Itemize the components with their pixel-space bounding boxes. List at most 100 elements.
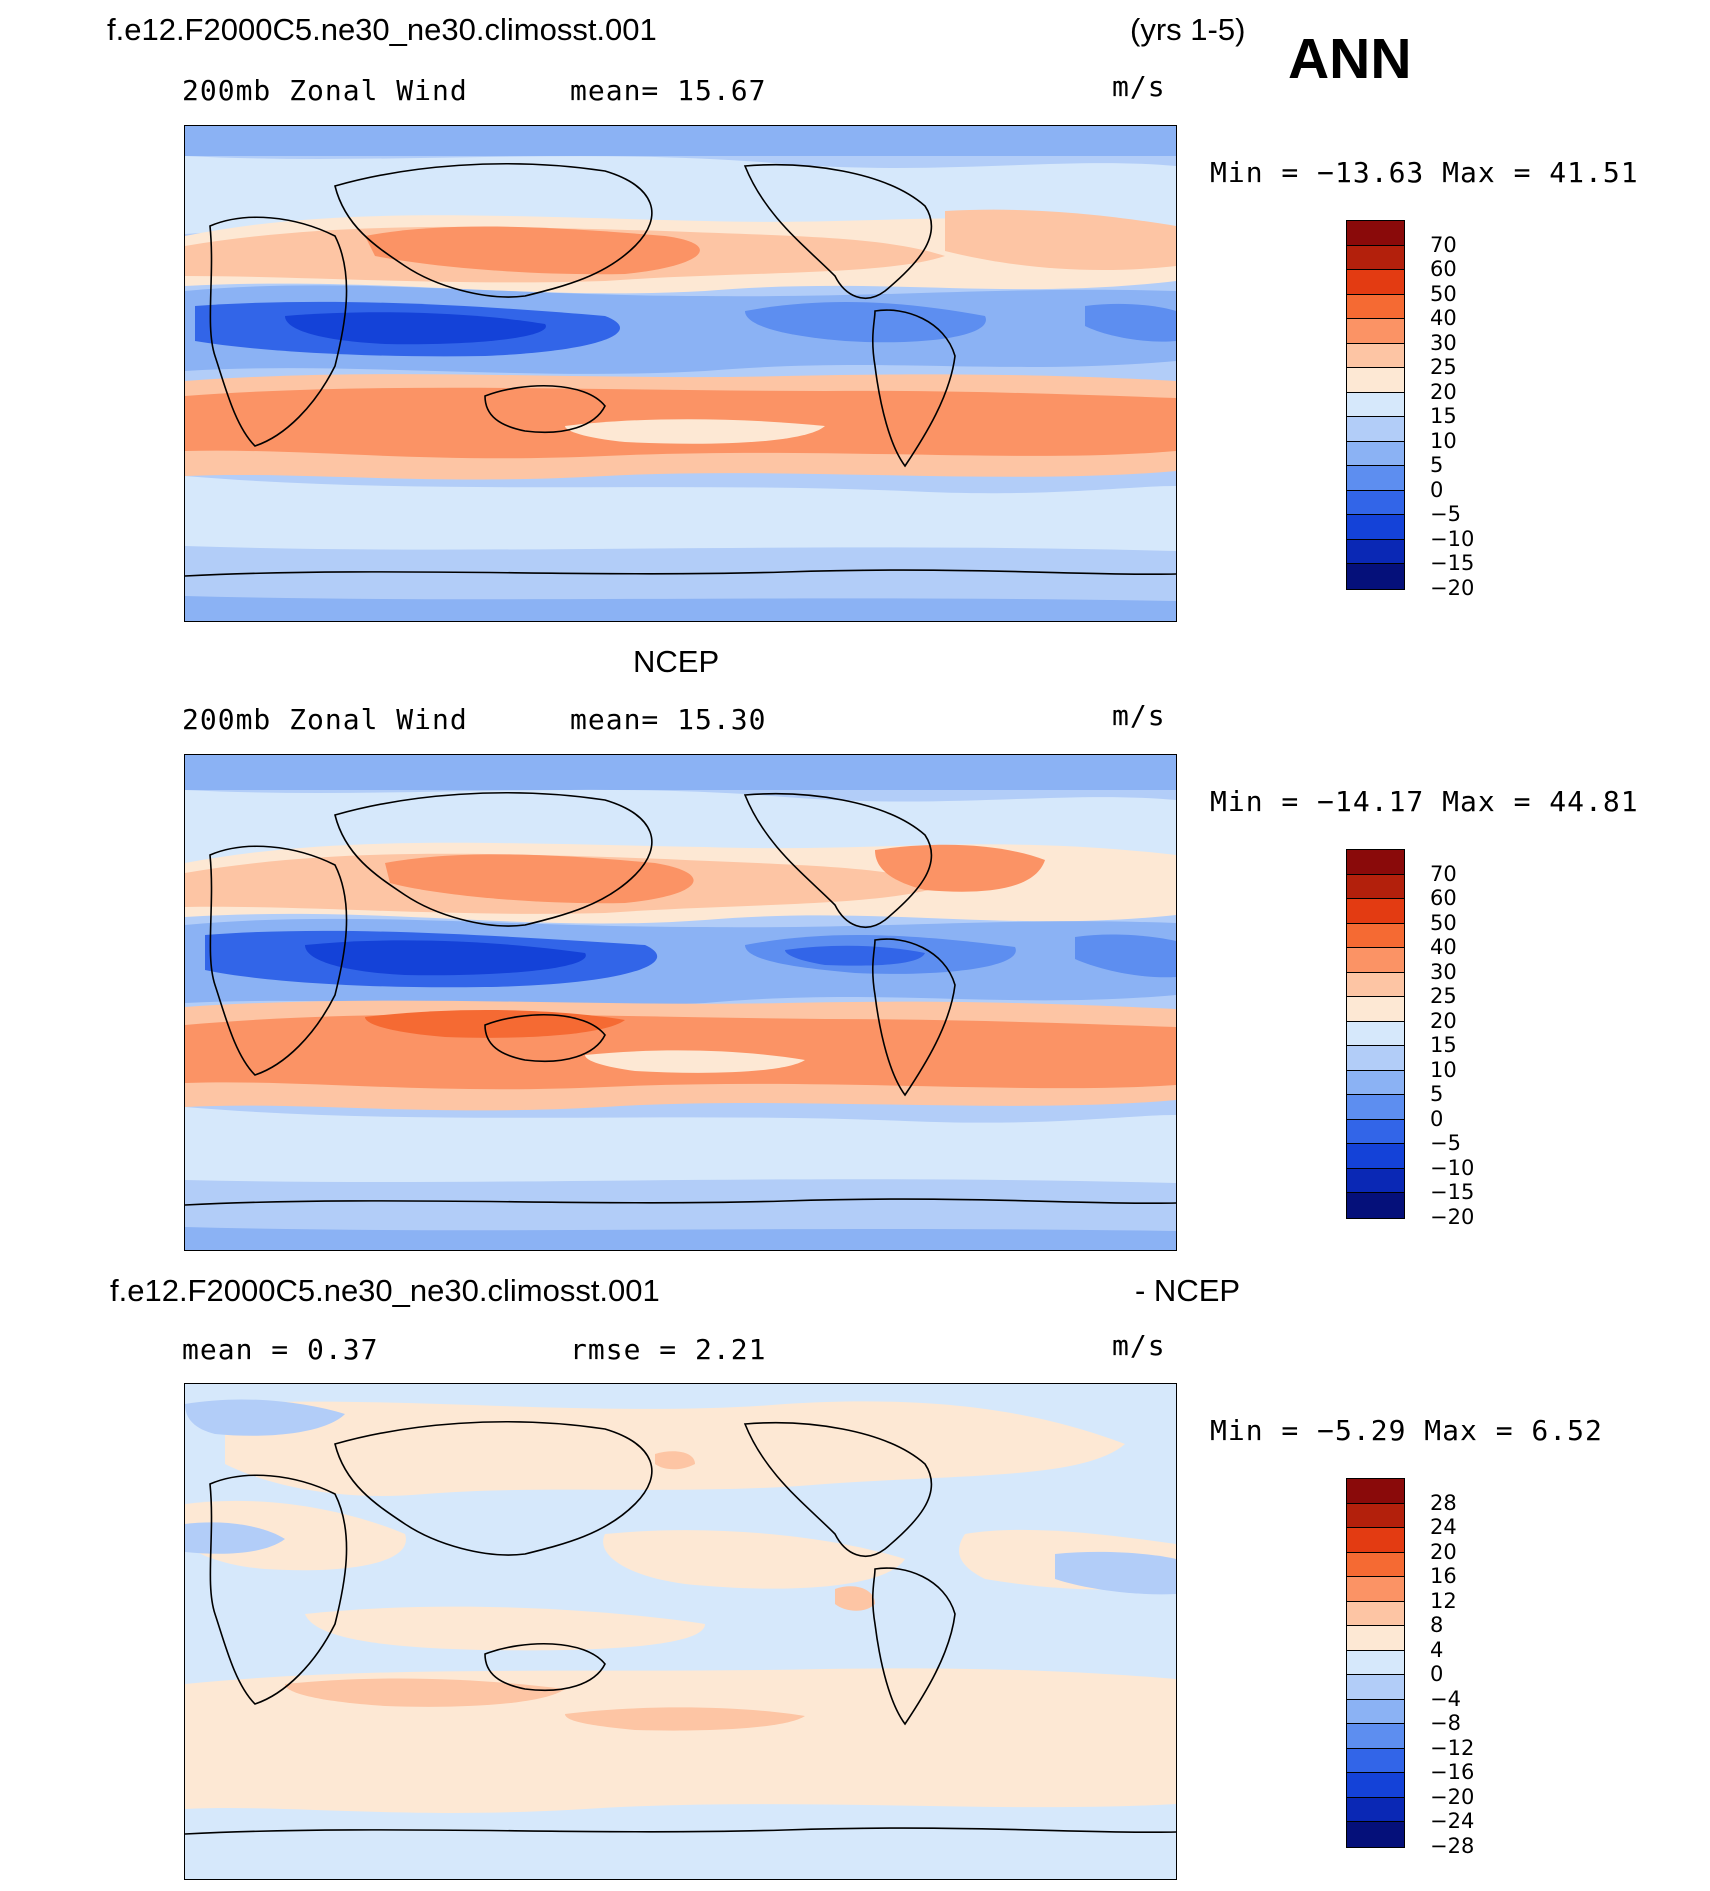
panel2-title: NCEP — [633, 644, 720, 679]
colorbar-label: 4 — [1430, 1638, 1444, 1662]
colorbar-label: 60 — [1430, 886, 1457, 910]
colorbar-label: −10 — [1430, 1156, 1475, 1180]
colorbar-swatch — [1347, 1822, 1404, 1847]
colorbar-swatch — [1347, 1797, 1404, 1822]
colorbar-swatch — [1347, 564, 1404, 589]
colorbar-swatch — [1347, 850, 1404, 875]
colorbar-swatch — [1347, 1601, 1404, 1626]
colorbar-label: −28 — [1430, 1834, 1475, 1858]
colorbar-label: 20 — [1430, 380, 1457, 404]
colorbar-swatch — [1347, 972, 1404, 997]
colorbar-label: −5 — [1430, 1131, 1461, 1155]
colorbar-swatch — [1347, 1626, 1404, 1651]
panel2-map — [184, 754, 1177, 1251]
colorbar-swatch — [1347, 417, 1404, 442]
colorbar-label: 40 — [1430, 306, 1457, 330]
panel1-units: m/s — [1112, 70, 1166, 103]
colorbar-label: 30 — [1430, 331, 1457, 355]
colorbar-swatch — [1347, 221, 1404, 246]
colorbar-label: 60 — [1430, 257, 1457, 281]
panel1-variable: 200mb Zonal Wind — [182, 74, 468, 107]
colorbar-swatch — [1347, 343, 1404, 368]
colorbar-swatch — [1347, 441, 1404, 466]
colorbar-label: 50 — [1430, 911, 1457, 935]
panel2-minmax: Min = −14.17 Max = 44.81 — [1210, 785, 1639, 818]
colorbar-label: 20 — [1430, 1540, 1457, 1564]
colorbar-label: 30 — [1430, 960, 1457, 984]
colorbar-swatch — [1347, 923, 1404, 948]
colorbar-swatch — [1347, 1773, 1404, 1798]
colorbar-swatch — [1347, 899, 1404, 924]
colorbar-label: 5 — [1430, 1082, 1444, 1106]
colorbar-label: 0 — [1430, 1107, 1444, 1131]
panel3-rmse: rmse = 2.21 — [570, 1333, 767, 1366]
colorbar-label: −10 — [1430, 527, 1475, 551]
colorbar-label: −20 — [1430, 1205, 1475, 1229]
season-label: ANN — [1288, 27, 1412, 91]
panel3-map — [184, 1383, 1177, 1880]
colorbar-label: −5 — [1430, 502, 1461, 526]
colorbar-label: 15 — [1430, 1033, 1457, 1057]
colorbar-swatch — [1347, 874, 1404, 899]
colorbar-swatch — [1347, 1479, 1404, 1504]
colorbar-label: −15 — [1430, 1180, 1475, 1204]
colorbar-swatch — [1347, 1070, 1404, 1095]
colorbar-swatch — [1347, 368, 1404, 393]
colorbar-label: −16 — [1430, 1760, 1475, 1784]
colorbar-swatch — [1347, 294, 1404, 319]
colorbar-swatch — [1347, 1528, 1404, 1553]
colorbar-label: 50 — [1430, 282, 1457, 306]
panel3-title-right: - NCEP — [1135, 1273, 1241, 1308]
colorbar-swatch — [1347, 1144, 1404, 1169]
colorbar-label: −24 — [1430, 1809, 1475, 1833]
colorbar-swatch — [1347, 392, 1404, 417]
years-label: (yrs 1-5) — [1130, 12, 1246, 47]
colorbar-label: 12 — [1430, 1589, 1457, 1613]
colorbar-swatch — [1347, 1168, 1404, 1193]
panel2-contour-field — [185, 755, 1176, 1250]
colorbar-swatch — [1347, 1552, 1404, 1577]
colorbar-swatch — [1347, 270, 1404, 295]
colorbar-swatch — [1347, 1650, 1404, 1675]
colorbar-swatch — [1347, 1119, 1404, 1144]
colorbar-label: 15 — [1430, 404, 1457, 428]
colorbar-label: −20 — [1430, 576, 1475, 600]
colorbar-label: 0 — [1430, 1662, 1444, 1686]
panel2-variable: 200mb Zonal Wind — [182, 703, 468, 736]
colorbar-swatch — [1347, 1724, 1404, 1749]
colorbar-label: 5 — [1430, 453, 1444, 477]
colorbar-swatch — [1347, 1577, 1404, 1602]
colorbar-label: 70 — [1430, 862, 1457, 886]
colorbar-label: 40 — [1430, 935, 1457, 959]
colorbar-swatch — [1347, 997, 1404, 1022]
panel1-colorbar — [1346, 220, 1405, 590]
colorbar-label: 0 — [1430, 478, 1444, 502]
panel1-minmax: Min = −13.63 Max = 41.51 — [1210, 156, 1639, 189]
panel2-colorbar — [1346, 849, 1405, 1219]
colorbar-label: 16 — [1430, 1564, 1457, 1588]
panel3-contour-field — [185, 1384, 1176, 1879]
colorbar-label: 10 — [1430, 429, 1457, 453]
colorbar-label: 25 — [1430, 355, 1457, 379]
colorbar-swatch — [1347, 1021, 1404, 1046]
panel1-contour-field — [185, 126, 1176, 621]
colorbar-swatch — [1347, 1193, 1404, 1218]
panel1-mean: mean= 15.67 — [570, 74, 767, 107]
colorbar-label: 20 — [1430, 1009, 1457, 1033]
colorbar-swatch — [1347, 539, 1404, 564]
colorbar-swatch — [1347, 1675, 1404, 1700]
panel3-mean: mean = 0.37 — [182, 1333, 379, 1366]
panel3-colorbar — [1346, 1478, 1405, 1848]
colorbar-label: −8 — [1430, 1711, 1461, 1735]
panel1-map — [184, 125, 1177, 622]
colorbar-swatch — [1347, 466, 1404, 491]
colorbar-label: 70 — [1430, 233, 1457, 257]
colorbar-label: 24 — [1430, 1515, 1457, 1539]
colorbar-swatch — [1347, 245, 1404, 270]
colorbar-swatch — [1347, 1046, 1404, 1071]
colorbar-swatch — [1347, 1699, 1404, 1724]
panel3-minmax: Min = −5.29 Max = 6.52 — [1210, 1414, 1603, 1447]
colorbar-swatch — [1347, 1748, 1404, 1773]
case-title: f.e12.F2000C5.ne30_ne30.climosst.001 — [107, 12, 657, 47]
colorbar-swatch — [1347, 319, 1404, 344]
